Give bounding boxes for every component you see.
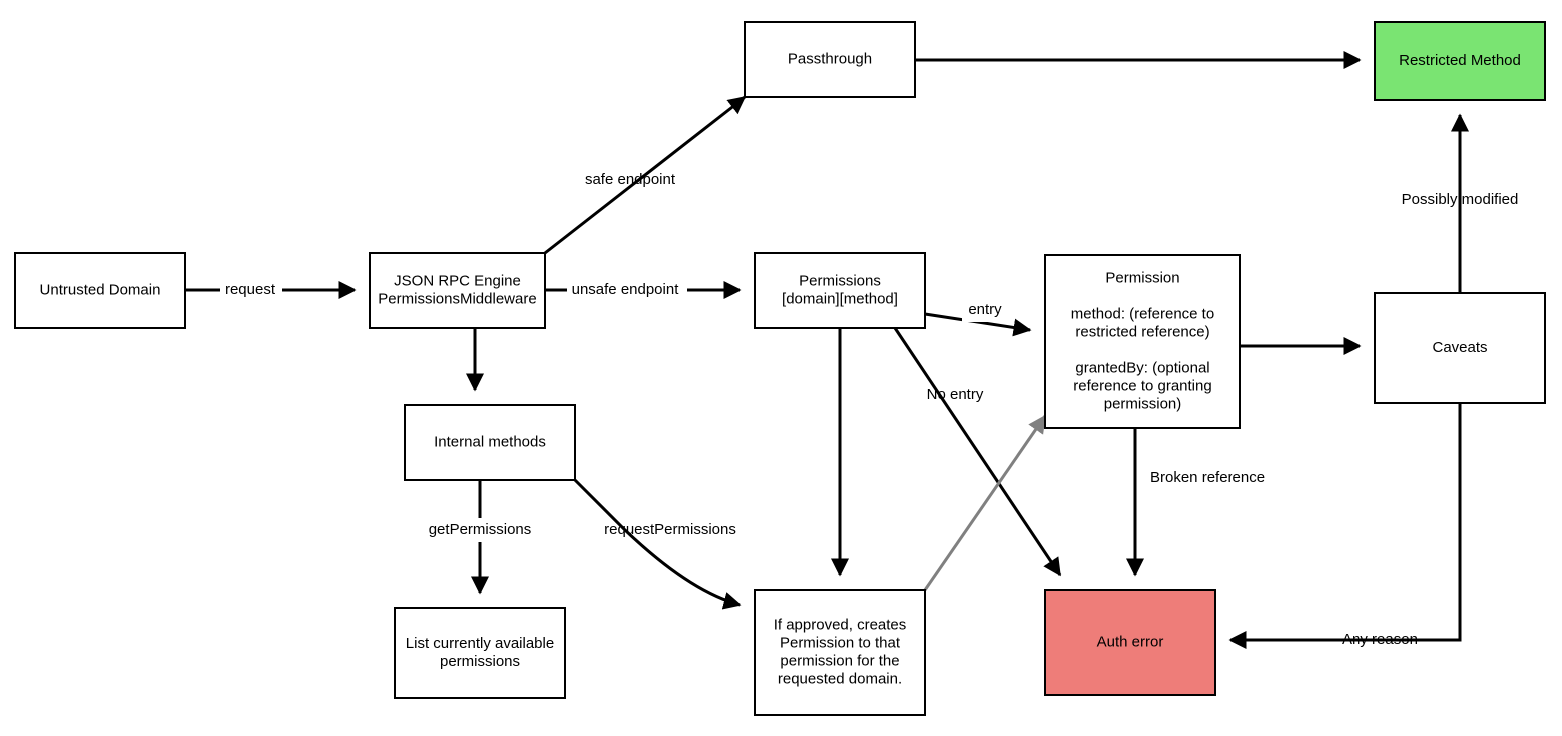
node-caveats: Caveats [1375, 293, 1545, 403]
edge-label-noentry: No entry [927, 386, 984, 403]
edge-request-permissions [575, 480, 740, 605]
node-approved: If approved, createsPermission to thatpe… [755, 590, 925, 715]
node-permission: Permission method: (reference torestricte… [1045, 255, 1240, 428]
nodes: Untrusted DomainJSON RPC EnginePermissio… [15, 22, 1545, 715]
node-permission-line-3: restricted reference) [1075, 323, 1209, 340]
node-autherror: Auth error [1045, 590, 1215, 695]
edge-approved-permission [925, 416, 1045, 590]
node-approved-line-3: requested domain. [778, 670, 902, 687]
node-internal-line-0: Internal methods [434, 433, 546, 450]
node-approved-line-2: permission for the [780, 652, 899, 669]
edge-label-unsafe-top: unsafe endpoint [572, 281, 680, 298]
edge-label-getperms-top: getPermissions [429, 521, 532, 538]
node-permission-line-7: permission) [1104, 395, 1182, 412]
node-permissions-line-1: [domain][method] [782, 290, 898, 307]
node-permissions-line-0: Permissions [799, 272, 881, 289]
edge-any-reason [1230, 403, 1460, 640]
node-autherror-line-0: Auth error [1097, 633, 1164, 650]
node-internal: Internal methods [405, 405, 575, 480]
node-engine-line-1: PermissionsMiddleware [378, 290, 536, 307]
node-permission-line-2: method: (reference to [1071, 305, 1214, 322]
edge-label-request-top: request [225, 281, 276, 298]
edges: request safe endpoint unsafe endpoint en… [185, 60, 1518, 648]
node-untrusted-line-0: Untrusted Domain [40, 281, 161, 298]
node-listperms: List currently availablepermissions [395, 608, 565, 698]
node-caveats-line-0: Caveats [1432, 339, 1487, 356]
flowchart-canvas: request safe endpoint unsafe endpoint en… [0, 0, 1562, 736]
node-engine-line-0: JSON RPC Engine [394, 272, 521, 289]
edge-label-safe: safe endpoint [585, 171, 676, 188]
node-approved-line-0: If approved, creates [774, 616, 907, 633]
edge-label-anyreason: Any reason [1342, 631, 1418, 648]
node-approved-line-1: Permission to that [780, 634, 901, 651]
node-untrusted: Untrusted Domain [15, 253, 185, 328]
node-restricted-line-0: Restricted Method [1399, 52, 1521, 69]
node-permission-line-5: grantedBy: (optional [1075, 359, 1209, 376]
node-restricted: Restricted Method [1375, 22, 1545, 100]
node-permission-line-6: reference to granting [1073, 377, 1211, 394]
node-permissions: Permissions[domain][method] [755, 253, 925, 328]
edge-label-broken: Broken reference [1150, 469, 1265, 486]
node-listperms-line-0: List currently available [406, 635, 554, 652]
node-listperms-line-1: permissions [440, 653, 520, 670]
edge-label-possibly: Possibly modified [1402, 191, 1519, 208]
edge-label-entry-top: entry [968, 301, 1002, 318]
node-permission-line-0: Permission [1105, 269, 1179, 286]
node-passthrough-line-0: Passthrough [788, 50, 872, 67]
node-engine: JSON RPC EnginePermissionsMiddleware [370, 253, 545, 328]
node-passthrough: Passthrough [745, 22, 915, 97]
edge-label-reqperms: requestPermissions [604, 521, 736, 538]
edge-no-entry [895, 328, 1060, 575]
